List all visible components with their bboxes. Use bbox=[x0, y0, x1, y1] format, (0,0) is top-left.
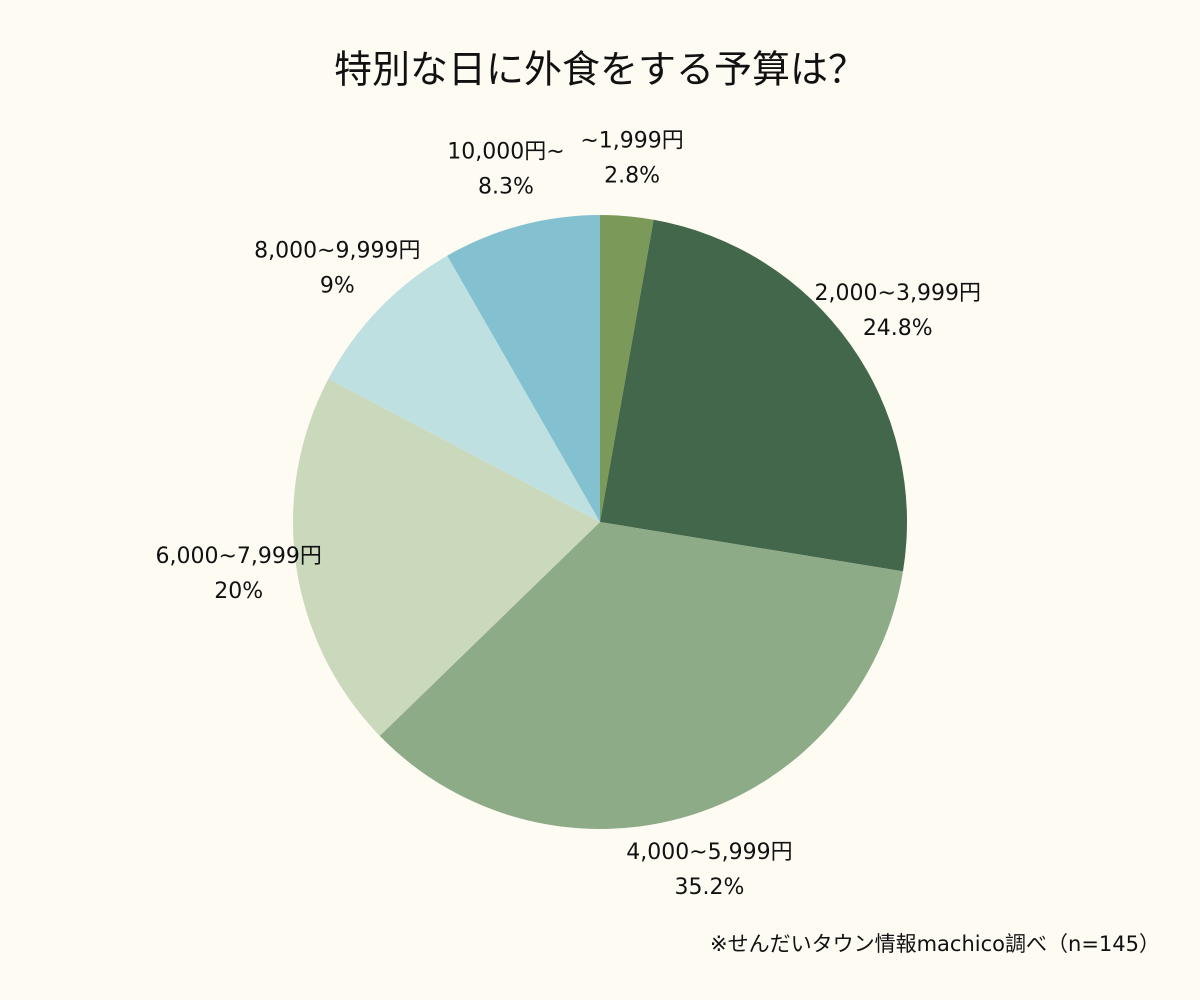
slice-category-label: 10,000円~ bbox=[447, 139, 564, 164]
slice-value-label: 24.8% bbox=[863, 316, 933, 341]
pie-slice bbox=[447, 215, 600, 522]
pie-slice bbox=[379, 522, 903, 829]
slice-value-label: 2.8% bbox=[604, 163, 660, 188]
slice-value-label: 8.3% bbox=[478, 174, 534, 199]
pie-slice bbox=[600, 219, 907, 572]
slice-category-label: 6,000~7,999円 bbox=[156, 544, 322, 569]
slice-category-label: 8,000~9,999円 bbox=[254, 239, 420, 264]
pie-slice bbox=[600, 215, 654, 522]
slice-category-label: 2,000~3,999円 bbox=[815, 281, 981, 306]
slice-category-label: 4,000~5,999円 bbox=[626, 840, 792, 865]
slice-value-label: 9% bbox=[320, 274, 355, 299]
slice-value-label: 20% bbox=[214, 579, 263, 604]
chart-title: 特別な日に外食をする予算は？ bbox=[334, 48, 866, 92]
slice-category-label: ~1,999円 bbox=[580, 128, 683, 153]
pie-slice bbox=[328, 255, 600, 522]
pie-slice bbox=[293, 378, 600, 736]
source-note: ※せんだいタウン情報machico調べ（n=145） bbox=[710, 932, 1160, 956]
slice-value-label: 35.2% bbox=[674, 875, 744, 900]
